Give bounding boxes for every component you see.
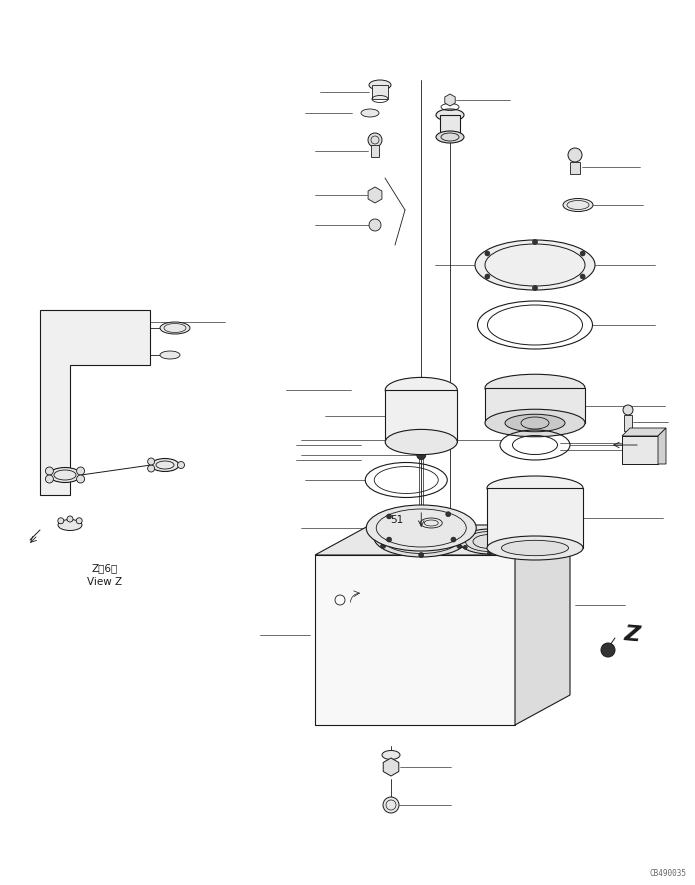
Circle shape (386, 537, 391, 543)
Ellipse shape (459, 529, 519, 554)
Ellipse shape (160, 322, 190, 334)
Circle shape (464, 534, 467, 538)
Text: Z覙6図: Z覙6図 (92, 563, 118, 573)
Ellipse shape (485, 409, 585, 437)
Circle shape (381, 543, 386, 549)
Bar (372, 85, 388, 99)
Circle shape (369, 219, 381, 231)
Ellipse shape (151, 458, 179, 472)
Ellipse shape (361, 109, 379, 117)
Bar (371, 145, 379, 157)
Polygon shape (40, 310, 150, 495)
Polygon shape (622, 428, 666, 436)
Circle shape (445, 512, 451, 517)
Ellipse shape (505, 414, 565, 432)
Bar (487, 488, 583, 548)
Circle shape (368, 133, 382, 147)
Circle shape (512, 545, 516, 550)
Circle shape (580, 274, 585, 279)
Ellipse shape (475, 240, 595, 290)
Circle shape (417, 450, 426, 459)
Circle shape (58, 518, 64, 524)
Polygon shape (315, 555, 515, 725)
Ellipse shape (49, 467, 81, 482)
Circle shape (45, 467, 54, 475)
Ellipse shape (487, 476, 583, 500)
Ellipse shape (58, 519, 82, 530)
Circle shape (76, 475, 85, 483)
Circle shape (451, 537, 456, 543)
Circle shape (147, 458, 155, 465)
Polygon shape (445, 94, 455, 106)
Circle shape (457, 526, 462, 530)
Circle shape (532, 240, 537, 244)
Circle shape (485, 251, 490, 256)
Circle shape (45, 475, 54, 483)
Circle shape (623, 405, 633, 415)
Ellipse shape (485, 374, 585, 402)
Text: CB490035: CB490035 (650, 869, 687, 878)
Text: 51: 51 (390, 515, 403, 525)
Polygon shape (383, 758, 399, 776)
Circle shape (601, 643, 615, 657)
Circle shape (512, 534, 516, 538)
Circle shape (67, 516, 73, 522)
Ellipse shape (369, 80, 391, 90)
Polygon shape (315, 525, 570, 555)
Ellipse shape (385, 377, 457, 403)
Ellipse shape (487, 536, 583, 560)
Circle shape (76, 518, 82, 524)
Ellipse shape (501, 541, 569, 556)
Circle shape (457, 543, 462, 549)
Circle shape (464, 545, 467, 550)
Polygon shape (658, 428, 666, 464)
Ellipse shape (436, 131, 464, 143)
Ellipse shape (385, 429, 457, 455)
Bar (385, 390, 457, 442)
Bar (622, 436, 658, 464)
Polygon shape (368, 187, 382, 203)
Circle shape (419, 552, 424, 558)
Circle shape (381, 526, 386, 530)
Polygon shape (515, 525, 570, 725)
Circle shape (487, 528, 491, 532)
Circle shape (76, 467, 85, 475)
Ellipse shape (160, 351, 180, 359)
Ellipse shape (374, 517, 468, 557)
Ellipse shape (436, 109, 464, 121)
Circle shape (568, 148, 582, 162)
Circle shape (419, 517, 424, 521)
Circle shape (580, 251, 585, 256)
Bar (485, 388, 585, 423)
Circle shape (383, 797, 399, 813)
Polygon shape (414, 431, 429, 449)
Bar (440, 115, 460, 137)
Circle shape (532, 286, 537, 290)
Circle shape (386, 514, 391, 519)
Ellipse shape (563, 198, 593, 212)
Circle shape (487, 551, 491, 555)
Circle shape (177, 461, 184, 468)
Circle shape (485, 274, 490, 279)
Bar (570, 162, 580, 174)
Text: View Z: View Z (88, 577, 122, 587)
Text: Z: Z (623, 624, 641, 646)
Ellipse shape (382, 750, 400, 759)
Ellipse shape (366, 505, 476, 551)
Circle shape (147, 465, 155, 472)
Bar (624, 415, 632, 431)
